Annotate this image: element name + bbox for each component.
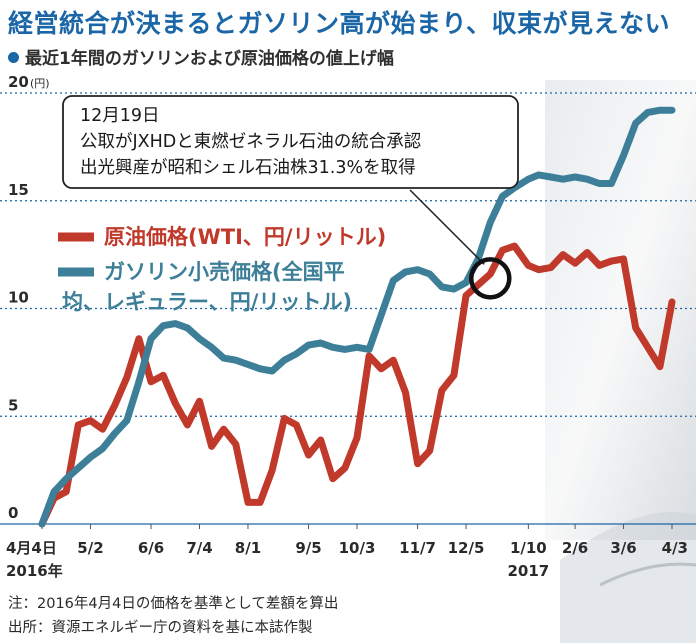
- chart-subtitle: 最近1年間のガソリンおよび原油価格の値上げ幅: [8, 44, 394, 69]
- y-tick-label: 10: [8, 289, 29, 307]
- x-tick-label: 4月4日: [6, 539, 57, 557]
- notes-block: 注：2016年4月4日の価格を基準として差額を算出 出所：資源エネルギー庁の資料…: [8, 592, 338, 640]
- subtitle-text: 最近1年間のガソリンおよび原油価格の値上げ幅: [25, 49, 394, 69]
- x-tick-year-label: 2017: [507, 562, 549, 580]
- bullet-dot-icon: [8, 52, 19, 63]
- annotation-text-line: 12月19日: [80, 106, 160, 126]
- y-tick-label: 20: [8, 73, 29, 91]
- annotation-box: [62, 95, 519, 189]
- y-tick-label: 15: [8, 181, 29, 199]
- x-tick-label: 10/3: [339, 539, 376, 557]
- x-tick-label: 5/2: [77, 539, 103, 557]
- y-tick-label: 0: [8, 504, 18, 522]
- gasoline-price-line: [38, 106, 676, 528]
- x-tick-label: 9/5: [295, 539, 321, 557]
- annotation-text-line: 出光興産が昭和シェル石油株31.3%を取得: [80, 158, 416, 178]
- legend-oil-label: 原油価格(WTI、円/リットル): [104, 225, 386, 249]
- page-title: 経営統合が決まるとガソリン高が始まり、収束が見えない: [8, 9, 671, 38]
- x-tick-label: 4/3: [662, 539, 688, 557]
- series-layer: [38, 106, 676, 528]
- legend-layer: 原油価格(WTI、円/リットル) ガソリン小売価格(全国平均、レギュラー、円/リッ…: [58, 225, 386, 314]
- note-text: 注：2016年4月4日の価格を基準として差額を算出: [8, 596, 339, 612]
- y-tick-label: 5: [8, 396, 18, 414]
- x-tick-label: 11/7: [399, 539, 436, 557]
- y-unit-label: (円): [30, 77, 50, 90]
- x-tick-label: 8/1: [235, 539, 261, 557]
- legend-gasoline-label: ガソリン小売価格(全国平: [104, 260, 345, 284]
- annotation-text-line: 公取がJXHDと東燃ゼネラル石油の統合承認: [80, 132, 421, 152]
- x-tick-label: 1/10: [510, 539, 547, 557]
- oil-price-line: [38, 242, 676, 528]
- x-tick-year-label: 2016年: [6, 562, 63, 580]
- axis-layer: 0 5 10 15 20 (円) 4月4日 2016年 5/2 6/6 7/4 8/1 9/5 10/3 1…: [6, 73, 688, 580]
- annotation-leader-line: [409, 189, 485, 265]
- x-tick-label: 7/4: [186, 539, 212, 557]
- annotation-circle-marker: [469, 257, 512, 300]
- source-text: 出所：資源エネルギー庁の資料を基に本誌作製: [8, 620, 313, 636]
- legend-gasoline-label: 均、レギュラー、円/リットル): [62, 290, 352, 314]
- x-tick-label: 3/6: [610, 539, 636, 557]
- x-tick-label: 2/6: [562, 539, 588, 557]
- annotation-layer: 12月19日公取がJXHDと東燃ゼネラル石油の統合承認出光興産が昭和シェル石油株…: [62, 95, 519, 300]
- grid-layer: [0, 92, 696, 525]
- x-tick-label: 12/5: [448, 539, 485, 557]
- x-tick-label: 6/6: [138, 539, 164, 557]
